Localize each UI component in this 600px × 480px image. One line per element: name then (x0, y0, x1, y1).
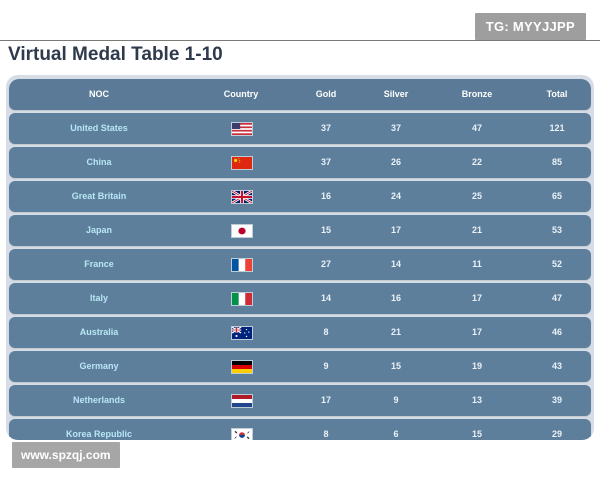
bronze-count: 11 (472, 259, 482, 269)
total-count: 85 (551, 157, 562, 167)
total-count: 39 (551, 395, 562, 405)
gold-count: 14 (320, 293, 331, 303)
table-row: Germany 9 15 19 43 (9, 351, 591, 382)
noc-name: Netherlands (72, 395, 125, 405)
tg-badge: TG: MYYJJPP (474, 13, 586, 40)
italy-flag-icon (231, 292, 253, 306)
germany-flag-icon (231, 360, 253, 374)
noc-name: United States (70, 123, 128, 133)
table-header-row: NOC Country Gold Silver Bronze Total (9, 79, 591, 110)
page-title: Virtual Medal Table 1-10 (8, 44, 223, 65)
total-count: 53 (551, 225, 562, 235)
silver-count: 6 (393, 429, 399, 439)
header-bronze: Bronze (461, 89, 493, 99)
bronze-count: 25 (471, 191, 482, 201)
bronze-count: 19 (471, 361, 482, 371)
bronze-count: 17 (471, 327, 482, 337)
bronze-count: 13 (471, 395, 482, 405)
table-row: United States 37 37 47 121 (9, 113, 591, 144)
table-row: France 27 14 11 52 (9, 249, 591, 280)
medal-table: NOC Country Gold Silver Bronze Total Uni… (6, 75, 594, 440)
total-count: 52 (551, 259, 562, 269)
table-row: Great Britain 16 24 25 65 (9, 181, 591, 212)
table-row: Australia 8 21 17 46 (9, 317, 591, 348)
bronze-count: 17 (471, 293, 482, 303)
table-row: Japan 15 17 21 53 (9, 215, 591, 246)
table-row: China 37 26 22 85 (9, 147, 591, 178)
gold-count: 8 (323, 429, 329, 439)
bronze-count: 22 (471, 157, 482, 167)
gold-count: 37 (320, 157, 331, 167)
silver-count: 9 (393, 395, 399, 405)
total-count: 65 (551, 191, 562, 201)
header-country: Country (223, 89, 259, 99)
header-total: Total (546, 89, 568, 99)
gold-count: 37 (320, 123, 331, 133)
gold-count: 8 (323, 327, 329, 337)
china-flag-icon (231, 156, 253, 170)
total-count: 43 (551, 361, 562, 371)
korea-republic-flag-icon (231, 428, 253, 440)
total-count: 46 (551, 327, 562, 337)
bronze-count: 47 (471, 123, 482, 133)
gold-count: 15 (320, 225, 331, 235)
silver-count: 14 (390, 259, 401, 269)
site-watermark: www.spzqj.com (12, 442, 120, 468)
gold-count: 27 (320, 259, 331, 269)
noc-name: France (84, 259, 114, 269)
table-row: Korea Republic 8 6 15 29 (9, 419, 591, 440)
header-noc: NOC (89, 89, 109, 99)
table-row: Italy 14 16 17 47 (9, 283, 591, 314)
silver-count: 17 (390, 225, 401, 235)
table-row: Netherlands 17 9 13 39 (9, 385, 591, 416)
total-count: 121 (549, 123, 565, 133)
header-gold: Gold (315, 89, 337, 99)
silver-count: 37 (390, 123, 401, 133)
noc-name: Italy (89, 293, 108, 303)
bronze-count: 15 (471, 429, 482, 439)
silver-count: 24 (390, 191, 401, 201)
gold-count: 9 (323, 361, 329, 371)
silver-count: 16 (390, 293, 401, 303)
noc-name: China (86, 157, 112, 167)
noc-name: Germany (79, 361, 119, 371)
noc-name: Korea Republic (65, 429, 132, 439)
silver-count: 21 (390, 327, 401, 337)
netherlands-flag-icon (231, 394, 253, 408)
silver-count: 15 (390, 361, 401, 371)
silver-count: 26 (390, 157, 401, 167)
total-count: 47 (551, 293, 562, 303)
united-states-flag-icon (231, 122, 253, 136)
japan-flag-icon (231, 224, 253, 238)
gold-count: 17 (320, 395, 331, 405)
france-flag-icon (231, 258, 253, 272)
great-britain-flag-icon (231, 190, 253, 204)
noc-name: Japan (85, 225, 112, 235)
total-count: 29 (551, 429, 562, 439)
australia-flag-icon (231, 326, 253, 340)
gold-count: 16 (320, 191, 331, 201)
noc-name: Australia (79, 327, 119, 337)
bronze-count: 21 (471, 225, 482, 235)
header-silver: Silver (383, 89, 409, 99)
noc-name: Great Britain (71, 191, 127, 201)
top-divider (0, 40, 600, 41)
